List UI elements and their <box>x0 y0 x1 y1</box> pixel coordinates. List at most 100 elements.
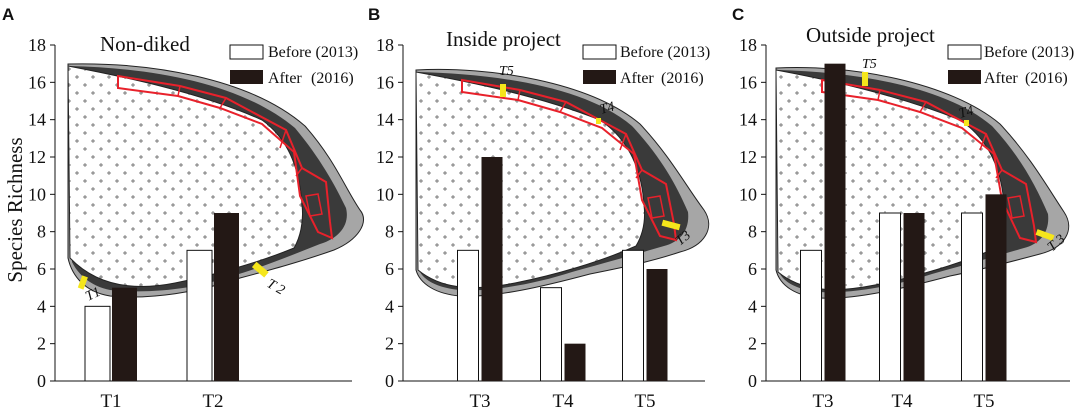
bar-before-t4 <box>540 287 562 382</box>
y-tick-label: 8 <box>385 222 394 242</box>
transect-t5-marker <box>862 72 868 86</box>
panel-a-title: Non-diked <box>100 32 190 56</box>
y-tick-label: 0 <box>748 371 757 391</box>
y-axis-label: Species Richness <box>3 137 27 282</box>
panel-c-categories: T3 T4 T5 <box>812 391 994 412</box>
y-tick-label: 0 <box>37 371 46 391</box>
bar-after-t4 <box>564 343 586 381</box>
legend-before-swatch <box>582 44 617 60</box>
bar-after-t5 <box>646 269 668 381</box>
y-tick-label: 14 <box>739 110 757 130</box>
bar-after-t2 <box>214 213 239 381</box>
bar-before-t3 <box>800 249 822 382</box>
project-outline <box>117 74 334 240</box>
project-divider-1 <box>877 89 1003 179</box>
project-cell <box>305 193 323 217</box>
y-tick-label: 16 <box>739 72 757 92</box>
legend-before-label: Before (2013) <box>984 44 1074 61</box>
panel-a: A Non-diked T1 T 2 0 2 4 6 8 10 12 14 16 18 T1 T2 <box>2 5 365 412</box>
category-label: T3 <box>469 391 490 412</box>
legend-after-year: (2016) <box>1025 70 1068 87</box>
y-tick-label: 12 <box>739 147 757 167</box>
map-label-t1: T1 <box>83 285 103 305</box>
category-label: T4 <box>891 391 913 412</box>
y-tick-label: 4 <box>37 296 46 316</box>
panel-a-categories: T1 T2 <box>100 391 223 412</box>
category-label: T5 <box>634 391 655 412</box>
panel-a-legend: Before (2013) After (2016) <box>229 44 358 87</box>
y-tick-label: 2 <box>748 334 757 354</box>
panel-a-letter: A <box>2 5 14 24</box>
project-cell <box>647 195 665 219</box>
transect-t5-marker <box>500 84 506 97</box>
y-tick-label: 18 <box>376 35 394 55</box>
y-tick-label: 18 <box>28 35 46 55</box>
panel-c-bars <box>800 63 1007 382</box>
transect-t1-marker <box>77 275 88 290</box>
panel-c-title: Outside project <box>806 23 935 47</box>
y-tick-label: 6 <box>748 259 757 279</box>
y-tick-label: 12 <box>376 147 394 167</box>
project-outline <box>821 78 1038 244</box>
panel-b-categories: T3 T4 T5 <box>469 391 655 412</box>
map-label-t5: T5 <box>862 57 877 72</box>
map-label-t3: T3 <box>673 228 694 249</box>
y-tick-label: 6 <box>385 259 394 279</box>
bar-before-t5 <box>622 249 644 382</box>
category-label: T3 <box>812 391 833 412</box>
y-tick-label: 14 <box>376 110 394 130</box>
legend-before-swatch <box>947 44 982 60</box>
y-tick-label: 16 <box>376 72 394 92</box>
bar-before-t5 <box>961 212 983 382</box>
category-label: T5 <box>973 391 994 412</box>
transect-t4-marker <box>964 120 969 126</box>
y-tick-label: 10 <box>739 184 757 204</box>
y-tick-label: 12 <box>28 147 46 167</box>
y-tick-label: 8 <box>748 222 757 242</box>
category-label: T1 <box>100 391 121 412</box>
y-tick-label: 2 <box>37 334 46 354</box>
project-cell <box>1007 195 1025 219</box>
bar-after-t5 <box>985 194 1007 381</box>
legend-after-label: After <box>984 70 1018 87</box>
legend-after-swatch <box>230 70 263 84</box>
y-tick-label: 8 <box>37 222 46 242</box>
y-tick-label: 10 <box>28 184 46 204</box>
legend-before-label: Before (2013) <box>620 44 710 61</box>
project-divider-1 <box>177 85 303 177</box>
panel-b: B Inside project T5 T4 T3 0 2 4 6 8 10 12 14 16 1… <box>368 5 710 412</box>
legend-before-swatch <box>229 44 264 60</box>
project-divider-1 <box>517 89 643 179</box>
panel-c-letter: C <box>732 5 744 24</box>
legend-after-label: After <box>620 70 654 87</box>
legend-after-swatch <box>948 70 981 84</box>
transect-t4-marker <box>596 118 601 124</box>
transect-t3-marker <box>1035 229 1055 241</box>
legend-after-year: (2016) <box>311 70 354 87</box>
panel-a-map: T1 T 2 <box>67 63 365 305</box>
legend-after-label: After <box>268 70 302 87</box>
bar-before-t1 <box>84 305 111 382</box>
panel-b-title: Inside project <box>446 27 561 51</box>
bar-before-t4 <box>879 212 901 382</box>
transect-t2-marker <box>251 261 269 278</box>
legend-before-label: Before (2013) <box>268 44 358 61</box>
upland <box>67 65 303 288</box>
panel-a-axis: 0 2 4 6 8 10 12 14 16 18 <box>28 35 352 391</box>
y-tick-label: 6 <box>37 259 46 279</box>
bar-before-t3 <box>457 249 479 382</box>
map-label-t4: T4 <box>957 104 975 122</box>
legend-after-swatch <box>583 70 616 84</box>
panel-c: C Outside project T5 T4 T 3 024681012141… <box>732 5 1074 412</box>
panel-b-legend: Before (2013) After (2016) <box>582 44 710 87</box>
y-tick-label: 16 <box>28 72 46 92</box>
y-tick-label: 4 <box>748 296 757 316</box>
category-label: T4 <box>552 391 574 412</box>
map-label-t5: T5 <box>499 64 514 79</box>
y-tick-label: 0 <box>385 371 394 391</box>
category-label: T2 <box>202 391 223 412</box>
panel-c-legend: Before (2013) After (2016) <box>947 44 1074 87</box>
bar-after-t3 <box>481 157 503 381</box>
map-label-t4: T4 <box>598 100 616 118</box>
